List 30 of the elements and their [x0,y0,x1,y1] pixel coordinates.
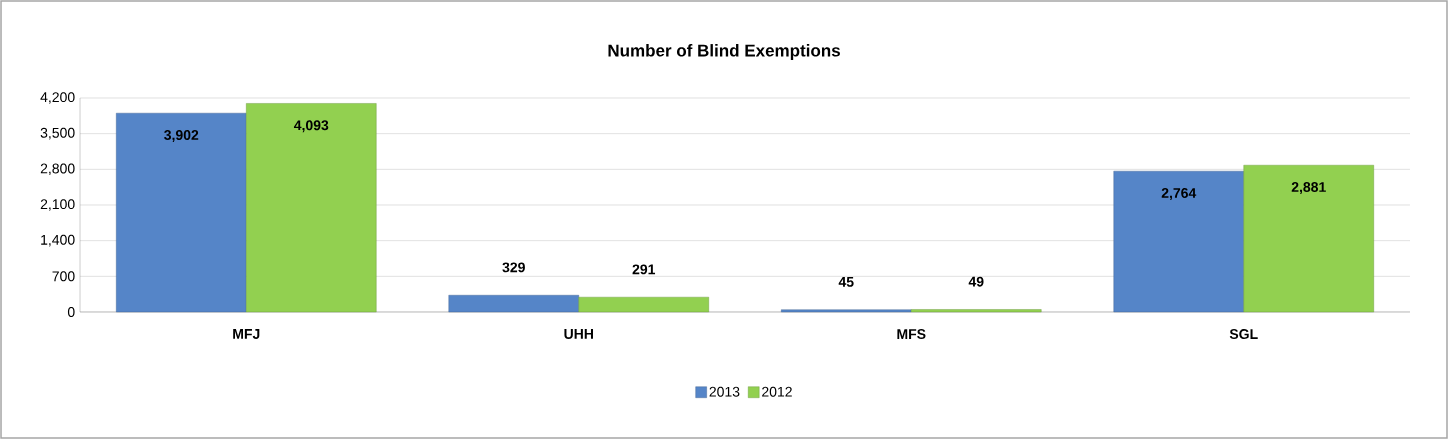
legend-label: 2012 [762,386,792,397]
x-tick-label: SGL [1229,329,1258,340]
data-label: 45 [838,277,854,287]
data-label: 4,093 [293,120,329,133]
bar [116,112,247,313]
y-tick-label: 2,800 [40,163,75,176]
bar [781,309,912,313]
y-tick-label: 4,200 [40,92,75,104]
x-tick-label: MFS [897,329,926,340]
data-label: 3,902 [164,130,199,142]
data-label: 49 [968,276,984,287]
y-tick-label: 2,100 [40,199,75,211]
bar [578,296,709,313]
bar [448,295,579,313]
bar [1243,164,1374,313]
bar [246,103,377,313]
y-tick-label: 1,400 [41,234,75,247]
x-tick-label: MFJ [233,329,260,339]
bar [911,309,1042,313]
data-label: 291 [632,264,656,275]
y-tick-label: 3,500 [40,127,75,140]
chart-title: Number of Blind Exemptions [608,44,840,60]
y-tick-label: 700 [52,271,75,282]
bar [1113,170,1244,313]
data-label: 329 [502,262,525,273]
x-tick-label: UHH [564,329,593,339]
data-label: 2,764 [1161,188,1197,200]
data-label: 2,881 [1291,182,1326,195]
legend-label: 2013 [709,386,740,397]
y-tick-label: 0 [67,307,75,317]
